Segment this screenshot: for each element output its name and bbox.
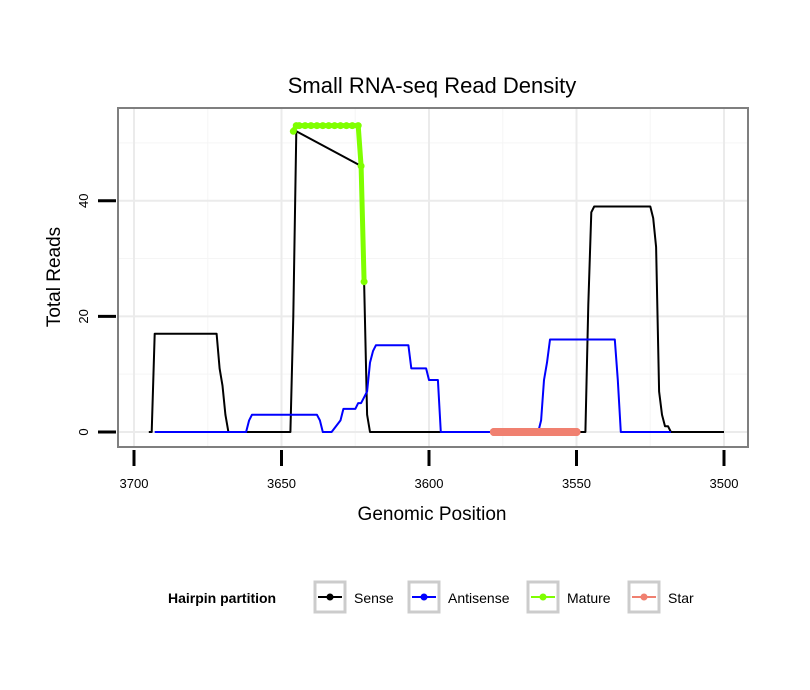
legend-point-antisense xyxy=(420,593,428,601)
x-tick-label-4: 3500 xyxy=(710,476,739,491)
point-mature-9 xyxy=(337,122,344,130)
point-mature-11 xyxy=(348,122,356,130)
point-star-8 xyxy=(537,428,546,436)
y-tick-label-2: 40 xyxy=(76,193,91,207)
plot-panel xyxy=(118,108,748,447)
point-star-9 xyxy=(543,428,551,436)
legend-label-mature: Mature xyxy=(567,590,611,606)
point-star-11 xyxy=(554,428,563,436)
legend-item-star: Star xyxy=(627,580,694,614)
point-mature-5 xyxy=(313,122,321,130)
series-layer xyxy=(148,122,724,436)
point-star-13 xyxy=(566,428,575,436)
legend-point-star xyxy=(640,593,648,601)
point-mature-4 xyxy=(307,122,315,130)
x-axis: 3700 3650 3600 3550 3500 xyxy=(120,450,739,491)
point-mature-6 xyxy=(319,122,327,130)
legend-item-sense: Sense xyxy=(313,580,394,614)
point-star-7 xyxy=(531,428,540,436)
point-mature-8 xyxy=(331,122,339,130)
legend-item-antisense: Antisense xyxy=(407,580,510,614)
point-mature-2 xyxy=(295,122,303,130)
point-star-1 xyxy=(495,428,504,436)
point-mature-13 xyxy=(357,162,365,170)
legend: Hairpin partition Sense Antisense Mature… xyxy=(168,580,694,614)
y-tick-label-0: 0 xyxy=(76,428,91,435)
point-star-4 xyxy=(513,428,522,436)
plot-border xyxy=(117,107,749,448)
point-mature-3 xyxy=(301,122,309,130)
x-axis-title: Genomic Position xyxy=(358,504,507,525)
point-star-6 xyxy=(525,428,534,436)
legend-point-mature xyxy=(539,593,547,601)
x-tick-label-2: 3600 xyxy=(415,476,444,491)
legend-title: Hairpin partition xyxy=(168,590,276,606)
legend-label-star: Star xyxy=(668,590,694,606)
x-tick-label-1: 3650 xyxy=(267,476,296,491)
y-axis: 0 20 40 xyxy=(76,193,116,436)
point-mature-0 xyxy=(289,127,297,135)
y-tick-label-1: 20 xyxy=(76,309,91,323)
point-star-12 xyxy=(560,428,569,436)
point-star-5 xyxy=(519,428,528,436)
x-tick-label-0: 3700 xyxy=(120,476,149,491)
series-line-antisense xyxy=(154,338,671,433)
point-star-0 xyxy=(489,428,498,436)
point-mature-14 xyxy=(360,278,368,286)
legend-item-mature: Mature xyxy=(526,580,611,614)
point-mature-10 xyxy=(342,122,350,130)
point-mature-12 xyxy=(354,122,362,130)
legend-label-sense: Sense xyxy=(354,590,394,606)
x-tick-label-3: 3550 xyxy=(562,476,591,491)
y-axis-title: Total Reads xyxy=(44,227,65,327)
point-star-10 xyxy=(548,428,557,436)
legend-point-sense xyxy=(326,593,334,601)
chart-title: Small RNA-seq Read Density xyxy=(288,73,577,98)
point-star-2 xyxy=(501,428,510,436)
point-star-14 xyxy=(572,428,581,436)
point-mature-7 xyxy=(325,122,333,130)
series-line-sense xyxy=(148,130,724,433)
point-star-3 xyxy=(507,428,516,436)
legend-label-antisense: Antisense xyxy=(448,590,510,606)
